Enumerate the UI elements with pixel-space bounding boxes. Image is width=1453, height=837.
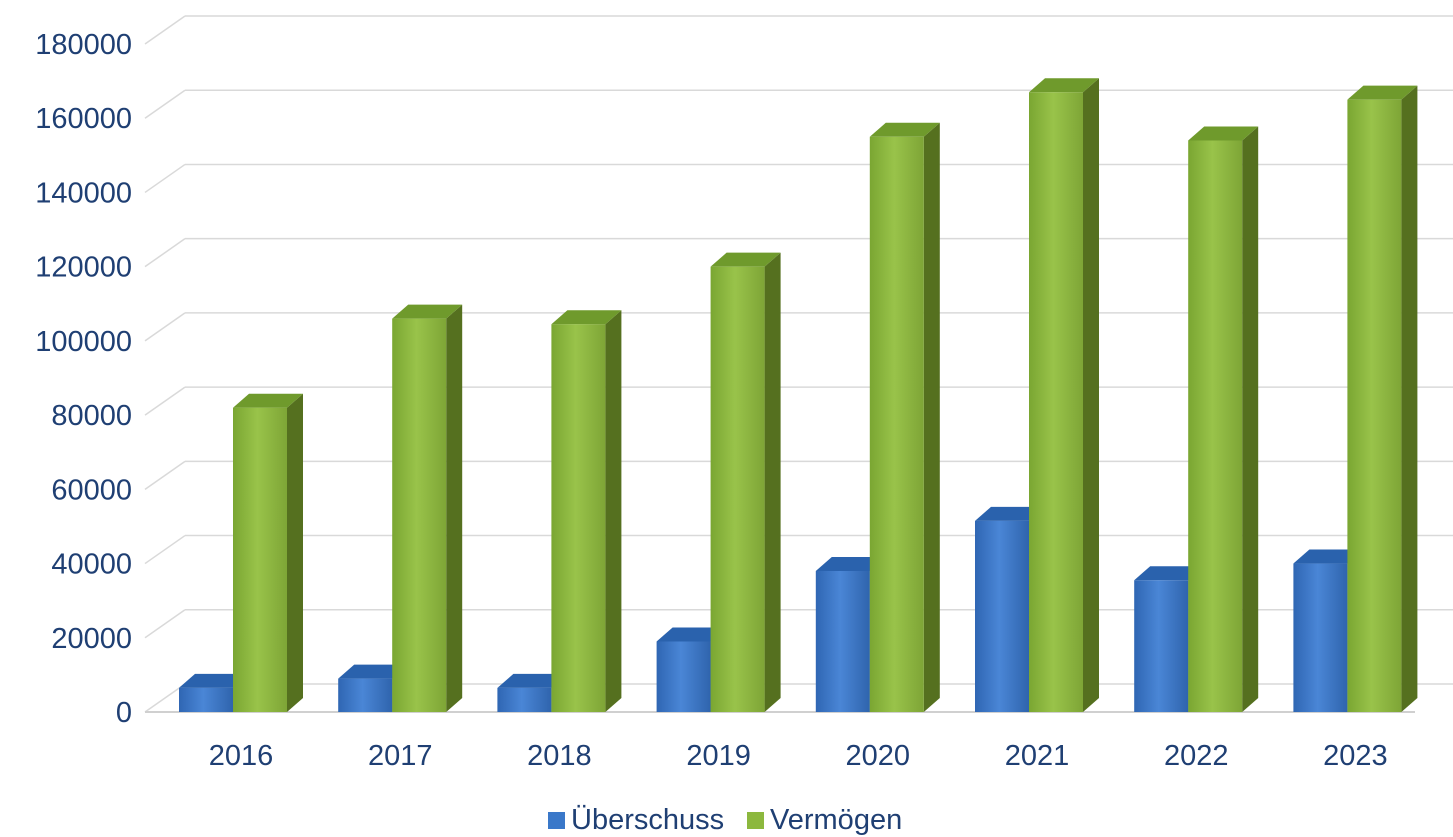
x-tick-label: 2018 — [527, 740, 592, 772]
bar-vermoegen-2018 — [551, 310, 622, 712]
legend-item-vermoegen: Vermögen — [747, 804, 902, 836]
gridline — [144, 89, 1453, 119]
bars — [179, 78, 1418, 713]
legend-label: Überschuss — [571, 804, 724, 836]
y-tick-label: 180000 — [35, 29, 132, 61]
legend-swatch — [548, 812, 565, 829]
x-tick-label: 2023 — [1323, 740, 1388, 772]
y-tick-label: 60000 — [51, 474, 132, 506]
legend-item-ueberschuss: Überschuss — [548, 804, 724, 836]
y-tick-label: 0 — [116, 697, 132, 729]
x-tick-label: 2021 — [1005, 740, 1070, 772]
legend-swatch — [747, 812, 764, 829]
x-axis-ticks: 2016 2017 2018 2019 2020 2021 2022 2023 — [209, 740, 1388, 772]
bar-vermoegen-2016 — [233, 393, 303, 712]
x-tick-label: 2020 — [846, 740, 911, 772]
x-tick-label: 2019 — [686, 740, 751, 772]
x-tick-label: 2022 — [1164, 740, 1229, 772]
x-tick-label: 2016 — [209, 740, 274, 772]
bar-vermoegen-2022 — [1188, 126, 1259, 712]
x-tick-label: 2017 — [368, 740, 433, 772]
y-tick-label: 120000 — [35, 252, 132, 284]
bar-vermoegen-2019 — [710, 252, 781, 712]
y-tick-label: 20000 — [51, 623, 132, 655]
y-tick-label: 40000 — [51, 549, 132, 581]
legend: Überschuss Vermögen — [548, 804, 902, 836]
y-tick-label: 100000 — [35, 326, 132, 358]
y-axis-ticks: 0 20000 40000 60000 80000 100000 120000 140000 1… — [35, 29, 132, 729]
bar-vermoegen-2017 — [392, 304, 463, 712]
bar-vermoegen-2020 — [869, 122, 940, 713]
legend-label: Vermögen — [770, 804, 902, 836]
y-tick-label: 140000 — [35, 177, 132, 209]
y-tick-label: 80000 — [51, 400, 132, 432]
y-tick-label: 160000 — [35, 103, 132, 135]
bar-vermoegen-2021 — [1029, 78, 1099, 712]
bar-vermoegen-2023 — [1347, 85, 1418, 712]
gridline — [144, 15, 1453, 45]
